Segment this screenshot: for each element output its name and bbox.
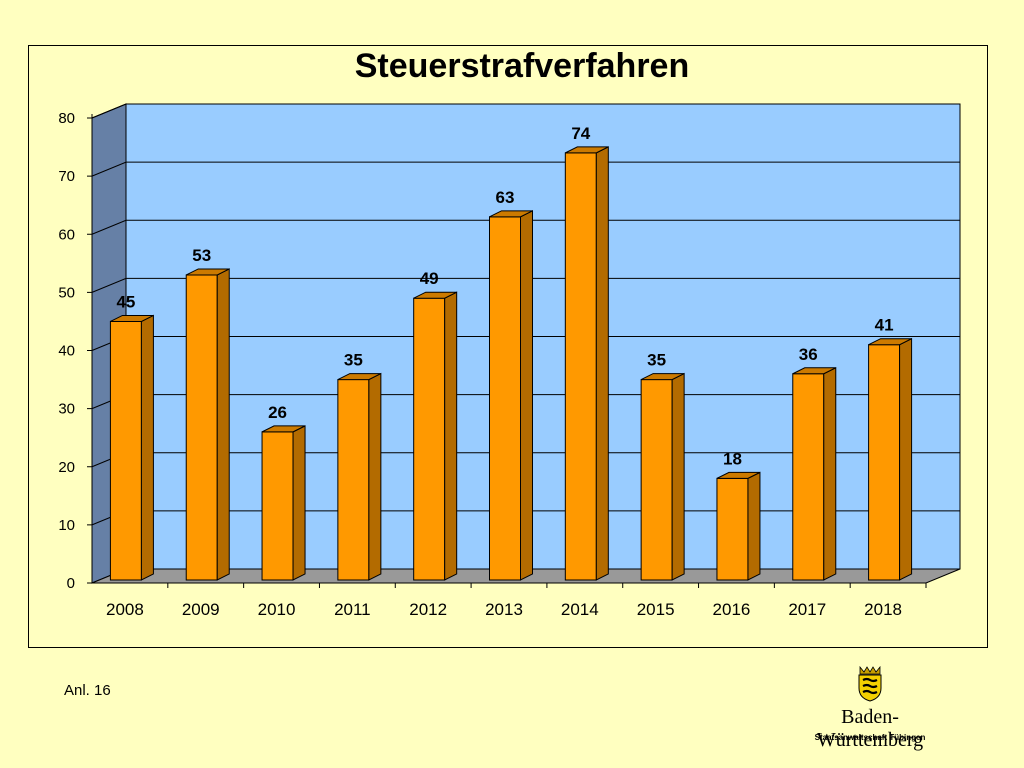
bar: 41 [868,316,913,581]
bar-side [823,366,837,581]
bar-top [413,291,457,299]
bar: 63 [489,188,533,581]
data-label: 45 [116,292,135,311]
bar: 45 [109,292,154,581]
bar: 53 [185,246,230,581]
x-tick-label: 2016 [713,600,751,619]
bar-top [792,367,836,375]
data-label: 53 [192,246,211,265]
bar-top [337,373,382,381]
x-tick-label: 2009 [182,600,220,619]
bar-top [716,471,761,479]
bar-side [140,314,154,581]
bar-front [185,274,218,581]
y-tick-label: 70 [58,168,75,185]
bar-front [261,431,294,581]
bar-side [216,268,230,581]
x-tick-label: 2008 [106,600,144,619]
y-tick-label: 0 [67,575,75,592]
bar-front [564,152,597,581]
y-tick-label: 60 [58,226,75,243]
bar-top [640,373,685,381]
logo-name: Baden-Württemberg [816,706,924,751]
y-tick-label: 40 [58,343,75,360]
data-label: 36 [799,345,818,364]
bar-front [337,379,370,581]
y-tick-label: 30 [58,401,75,418]
y-tick-label: 80 [58,110,75,127]
bar-front [868,344,901,581]
bar-front [792,373,825,581]
bar-top [489,210,533,218]
x-tick-label: 2010 [258,600,296,619]
gridline [91,219,960,235]
bar-top [868,338,912,346]
gridline [91,277,960,293]
data-label: 18 [723,449,742,468]
bar: 49 [413,269,458,581]
bar-front [489,216,521,581]
bar: 35 [640,351,685,581]
x-axis-ticks: 2008 2009 2010 2011 2012 2013 2014 2015 2016 2017… [106,583,927,619]
bar-side [747,471,761,581]
y-axis-ticks: 0 10 20 30 40 50 60 70 80 [58,110,92,592]
bar-side [899,337,913,581]
x-tick-label: 2014 [561,600,599,619]
data-label: 41 [875,316,894,335]
logo-subtitle: Staatsanwaltschaft Tübingen [814,733,926,742]
y-tick-label: 10 [58,517,75,534]
data-label: 63 [496,188,515,207]
bar-side [520,210,533,581]
bar-top [565,146,609,154]
bar-side [671,372,685,581]
bar-side [444,291,458,581]
coat-of-arms-icon [858,665,882,702]
y-tick-label: 20 [58,459,75,476]
chart-frame [28,45,988,648]
x-tick-label: 2018 [864,600,902,619]
chart-title: Steuerstrafverfahren [354,47,690,85]
gridline [91,161,960,177]
bar-front [413,297,446,581]
x-tick-label: 2015 [637,600,675,619]
logo: Baden-Württemberg Staatsanwaltschaft Tüb… [790,662,950,752]
bar-top [186,268,230,276]
x-tick-label: 2011 [334,600,371,619]
data-label: 35 [647,351,666,370]
x-tick-label: 2017 [788,600,826,619]
bar: 35 [337,351,382,581]
data-label: 35 [344,351,363,370]
bar-side [368,372,382,581]
bars: 45 53 26 35 49 63 74 35 18 36 41 [109,124,913,581]
y-tick-label: 50 [58,284,75,301]
x-tick-label: 2012 [409,600,447,619]
bar-side [292,425,306,581]
gridline [91,103,960,119]
bar: 26 [261,403,306,581]
footnote: Anl. 16 [64,682,111,699]
bar-front [716,477,749,581]
bar: 18 [716,449,761,581]
bar-front [109,320,142,581]
bar-top [261,425,306,433]
bar-front [640,379,673,581]
bar: 74 [564,124,609,581]
bar-side [595,146,609,581]
x-tick-label: 2013 [485,600,523,619]
bar-top [110,314,154,322]
bar: 36 [792,345,837,581]
data-label: 26 [268,403,287,422]
data-label: 74 [571,124,590,143]
data-label: 49 [420,269,439,288]
